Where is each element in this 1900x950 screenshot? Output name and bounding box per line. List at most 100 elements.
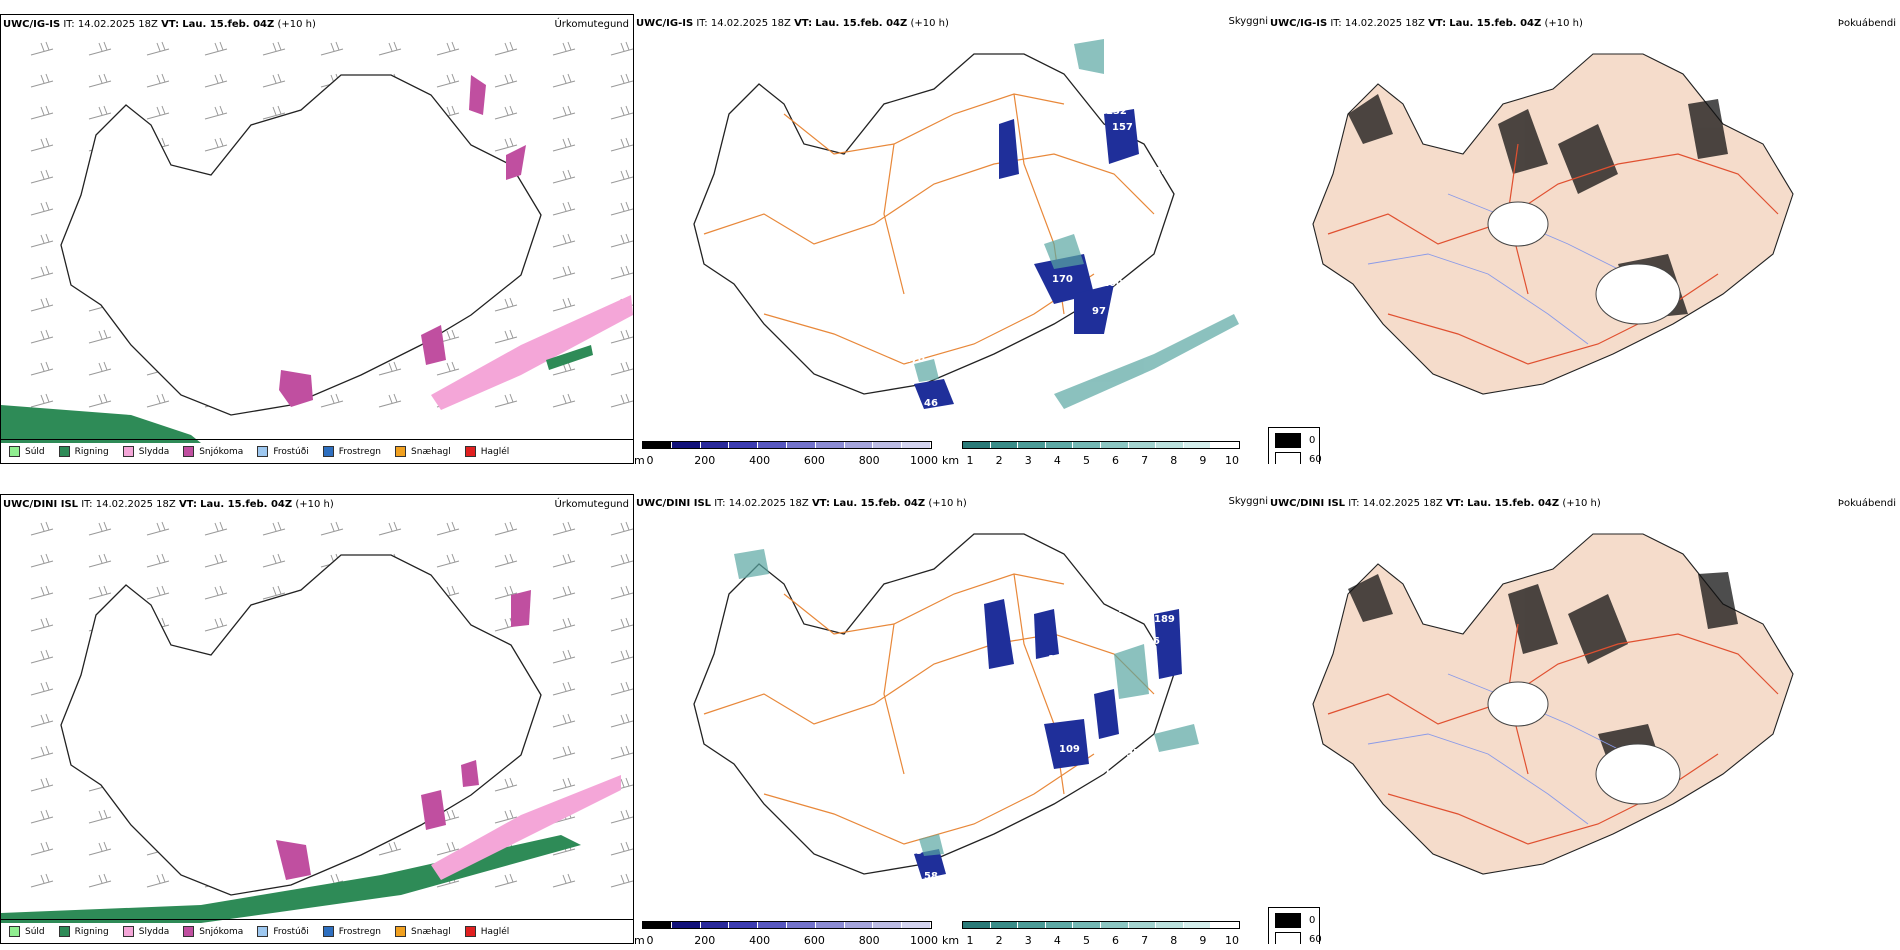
colorbar-step [873, 442, 903, 448]
wind-barb [30, 329, 54, 344]
snow-patch-3 [461, 760, 479, 787]
wind-barb [30, 745, 54, 760]
visibility-value-label: 46 [924, 398, 938, 409]
colorbar-tick: 0 [646, 934, 654, 944]
wind-barb [88, 329, 112, 344]
wind-barb [378, 521, 402, 536]
colorbar-step [643, 442, 672, 448]
visibility-value-label: 183 [1094, 791, 1115, 802]
wind-barb [88, 105, 112, 120]
ceiling-unit: m [634, 934, 645, 944]
legend-item: Rigning [58, 926, 109, 937]
panel-title: Skyggni [1228, 16, 1268, 27]
wind-barb [262, 521, 286, 536]
fog-legend: 0 60 [1268, 907, 1322, 944]
colorbar-tick: 3 [1024, 934, 1032, 944]
panel-header: UWC/IG-IS IT: 14.02.2025 18Z VT: Lau. 15… [1270, 18, 1583, 29]
legend-item: Haglél [464, 446, 509, 457]
wind-barb [262, 585, 286, 600]
colorbar-step [963, 922, 991, 928]
precip-legend: Súld Rigning Slydda Snjókoma Frostúði Fr… [1, 919, 633, 943]
legend-item: Slydda [122, 926, 169, 937]
colorbar-step [1018, 442, 1046, 448]
panel-header: UWC/DINI ISL IT: 14.02.2025 18Z VT: Lau.… [1270, 498, 1601, 509]
fog-swatch-light [1275, 452, 1301, 464]
wind-barb [610, 809, 633, 824]
colorbar-tick: 10 [1225, 454, 1239, 464]
wind-barb [88, 73, 112, 88]
visibility-value-label: 108 [1104, 768, 1125, 779]
wind-barb [610, 713, 633, 728]
wind-barb [610, 201, 633, 216]
snow-patch-2 [421, 790, 446, 830]
colorbar-tick: 9 [1199, 934, 1207, 944]
visibility-panel-row2: UWC/DINI ISL IT: 14.02.2025 18Z VT: Lau.… [634, 494, 1268, 944]
wind-barb [552, 233, 576, 248]
wind-barb [88, 841, 112, 856]
wind-barb [30, 393, 54, 408]
wind-barb [436, 73, 460, 88]
wind-barb [552, 873, 576, 888]
wind-barb [30, 137, 54, 152]
colorbar-step [700, 922, 730, 928]
colorbar-tick: 4 [1053, 454, 1061, 464]
colorbar-step [1128, 442, 1157, 448]
colorbar-step [671, 442, 701, 448]
wind-barb [30, 681, 54, 696]
colorbar-step [815, 922, 845, 928]
colorbar-step [1183, 922, 1212, 928]
wind-barb [30, 233, 54, 248]
wind-barb [552, 297, 576, 312]
visibility-value-label: 97 [1092, 306, 1106, 317]
visibility-value-label: 17 [1048, 654, 1062, 665]
visibility-value-label: 100 [1102, 278, 1123, 289]
colorbar-step [1100, 922, 1129, 928]
wind-barb [262, 105, 286, 120]
colorbar-tick: 2 [995, 454, 1003, 464]
colorbar-step [844, 442, 874, 448]
precip-legend: Súld Rigning Slydda Snjókoma Frostúði Fr… [1, 439, 633, 463]
wind-barb [494, 41, 518, 56]
wind-barb [146, 105, 170, 120]
wind-barb [494, 137, 518, 152]
legend-swatch [322, 926, 334, 937]
legend-swatch [122, 446, 134, 457]
colorbar-step [815, 442, 845, 448]
fog-panel-row1: UWC/IG-IS IT: 14.02.2025 18Z VT: Lau. 15… [1268, 14, 1900, 464]
wind-barb [204, 553, 228, 568]
visibility-value-label: 58 [924, 871, 938, 882]
wind-barb [494, 873, 518, 888]
wind-barb [30, 841, 54, 856]
legend-item: Snjókoma [183, 446, 243, 457]
legend-swatch [58, 926, 70, 937]
wind-barb [610, 105, 633, 120]
glacier [1487, 201, 1549, 247]
wind-barb [494, 105, 518, 120]
visibility-labels: 170 100 46 270 132 157 102 70 12 97 31 [904, 106, 1168, 409]
colorbar-step [1018, 922, 1046, 928]
wind-barb [88, 873, 112, 888]
visibility-value-label: 157 [1112, 122, 1133, 133]
legend-item: Slydda [122, 446, 169, 457]
wind-barb [610, 361, 633, 376]
fog-legend-low: 60 [1275, 932, 1322, 944]
colorbar-step [1073, 442, 1101, 448]
visibility-value-label: 270 [904, 354, 925, 365]
panel-title: Skyggni [1228, 496, 1268, 507]
wind-barb [494, 329, 518, 344]
rain-patch-east [546, 345, 593, 370]
snow-patch-1 [276, 840, 311, 880]
wind-barb [494, 777, 518, 792]
colorbar-step [1156, 442, 1184, 448]
wind-barb [146, 553, 170, 568]
visibility-value-label: 170 [1052, 274, 1073, 285]
wind-barb [146, 73, 170, 88]
colorbar-tick: 6 [1112, 454, 1120, 464]
wind-barb [436, 841, 460, 856]
colorbar-step [700, 442, 730, 448]
visibility-areas [734, 549, 1199, 856]
visibility-value-label: 109 [1059, 744, 1080, 755]
wind-barb [610, 745, 633, 760]
sleet-band [431, 775, 621, 880]
iceland-coastline [60, 74, 542, 416]
